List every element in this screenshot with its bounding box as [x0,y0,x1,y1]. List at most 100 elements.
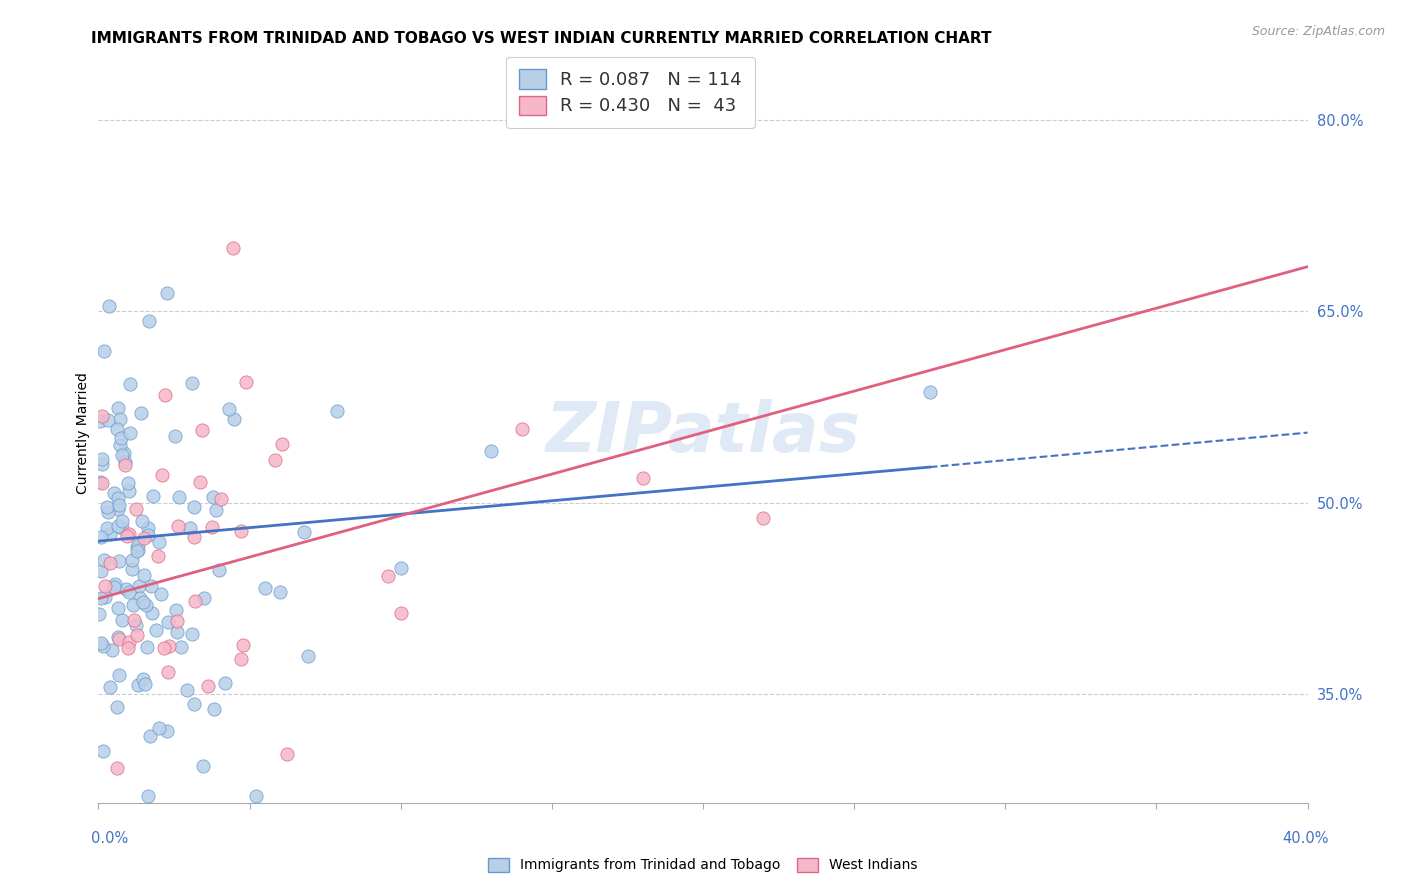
Text: ZIPatlas: ZIPatlas [546,399,860,467]
Point [89,414,111,428]
Point [510,422,533,436]
Point [124,613,146,627]
Point [115,529,138,543]
Point [97,299,120,313]
Point [224,412,246,426]
Point [114,458,136,472]
Point [94,579,117,593]
Point [157,615,180,629]
Point [145,623,167,637]
Text: Source: ZipAtlas.com: Source: ZipAtlas.com [1251,25,1385,38]
Point [118,584,141,599]
Point [138,520,160,534]
Point [232,639,254,653]
Point [91,409,114,423]
Point [127,543,149,558]
Point [108,498,131,512]
Point [105,422,128,436]
Point [97,505,120,519]
Point [150,587,173,601]
Point [110,448,132,462]
Point [107,491,129,506]
Point [93,344,115,359]
Point [89,475,111,489]
Point [389,606,412,620]
Point [118,426,141,441]
Point [136,789,159,804]
Point [176,683,198,698]
Point [107,761,129,775]
Point [377,569,399,583]
Point [197,679,219,693]
Text: 40.0%: 40.0% [1282,831,1329,847]
Point [254,581,277,595]
Point [156,724,179,739]
Point [108,554,131,568]
Point [276,747,298,762]
Point [157,640,180,654]
Point [235,375,257,389]
Point [214,676,236,690]
Point [104,577,127,591]
Point [136,640,159,655]
Point [90,636,112,650]
Point [292,524,315,539]
Point [127,544,149,558]
Point [134,677,156,691]
Point [169,491,191,505]
Point [389,561,412,575]
Point [222,240,245,255]
Point [91,744,114,758]
Point [127,538,149,552]
Point [191,759,214,773]
Point [136,528,159,542]
Point [209,491,232,506]
Point [110,431,132,445]
Point [231,652,253,666]
Point [163,429,186,443]
Point [132,595,155,609]
Point [118,526,141,541]
Text: 0.0%: 0.0% [91,831,128,847]
Point [87,607,110,621]
Point [122,599,145,613]
Point [107,630,129,644]
Point [111,514,134,528]
Point [183,500,205,515]
Point [108,668,131,682]
Text: IMMIGRANTS FROM TRINIDAD AND TOBAGO VS WEST INDIAN CURRENTLY MARRIED CORRELATION: IMMIGRANTS FROM TRINIDAD AND TOBAGO VS W… [91,31,991,46]
Point [127,541,149,555]
Point [271,437,294,451]
Point [179,521,201,535]
Point [183,697,205,711]
Point [124,502,146,516]
Point [110,438,132,452]
Point [184,594,207,608]
Point [135,598,157,612]
Point [129,591,152,606]
Point [134,531,156,545]
Point [269,584,291,599]
Point [156,665,179,679]
Point [326,404,349,418]
Point [107,401,129,416]
Point [191,423,214,437]
Point [94,590,117,604]
Point [125,628,148,642]
Point [139,729,162,743]
Point [90,565,112,579]
Point [114,455,136,469]
Point [153,640,176,655]
Point [100,680,122,694]
Point [91,476,114,491]
Point [139,579,162,593]
Point [481,444,503,458]
Legend: R = 0.087   N = 114, R = 0.430   N =  43: R = 0.087 N = 114, R = 0.430 N = 43 [506,57,755,128]
Point [148,535,170,549]
Point [245,789,267,804]
Point [132,568,155,582]
Point [108,412,131,426]
Point [128,579,150,593]
Point [91,452,114,467]
Point [101,643,124,657]
